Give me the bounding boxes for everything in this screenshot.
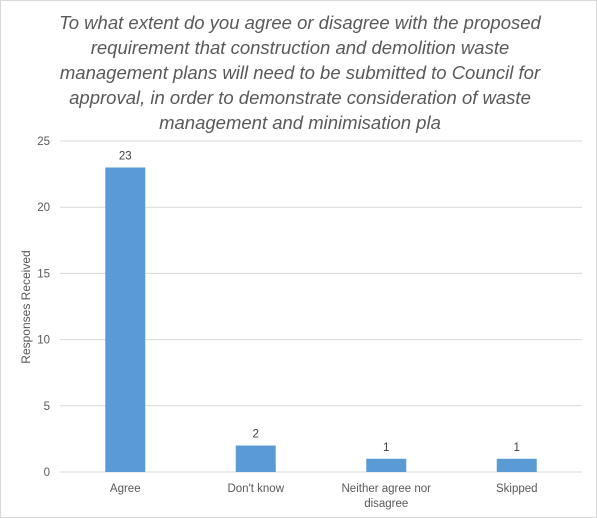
data-label: 1 [514,442,520,454]
y-tick-label: 10 [37,335,50,347]
x-axis-ticks: Agree Don't know Neither agree nor disagree… [110,483,538,510]
y-tick-label: 5 [44,401,50,413]
y-tick-label: 0 [44,467,50,479]
data-label: 23 [119,150,132,162]
x-tick-label: Don't know [227,483,284,495]
y-tick-label: 25 [37,136,50,148]
x-tick-label: Agree [110,483,141,495]
bar [496,458,537,472]
bar [235,445,276,472]
bars [105,167,537,473]
y-axis-ticks: 0 5 10 15 20 25 [37,136,50,479]
chart-title: To what extent do you agree or disagree … [59,12,541,133]
y-tick-label: 20 [37,202,50,214]
y-tick-label: 15 [37,268,50,280]
data-label: 2 [253,429,259,441]
x-tick-label: Skipped [496,483,538,495]
gridlines [60,140,582,473]
data-label: 1 [383,442,389,454]
bar [366,458,407,472]
y-axis-label: Responses Received [19,250,33,363]
data-labels: 23 2 1 1 [119,150,520,453]
bar [105,167,146,473]
x-tick-label: Neither agree nor disagree [342,483,432,510]
